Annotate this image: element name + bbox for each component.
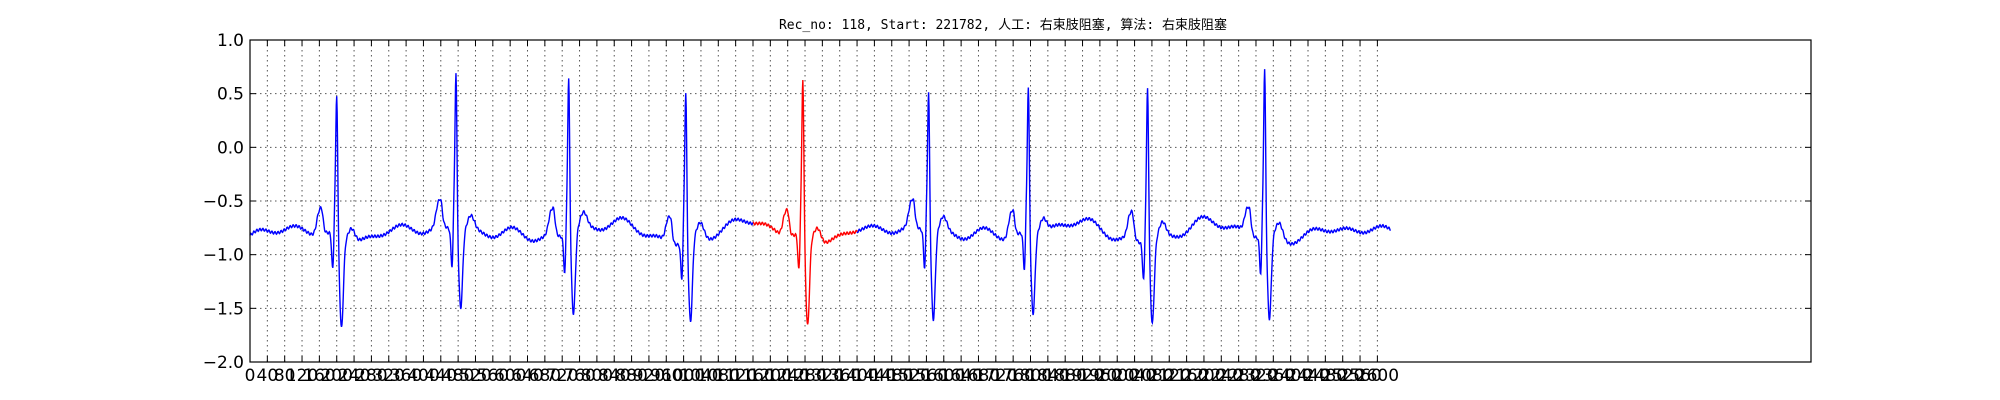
x-tick-label: 920 bbox=[633, 366, 665, 386]
x-tick-label: 1920 bbox=[1061, 366, 1104, 386]
x-tick-label: 1600 bbox=[922, 366, 965, 386]
x-tick-label: 1040 bbox=[679, 366, 722, 386]
y-axis: 1.0 0.5 0.0 −0.5 −1.0 −1.5 −2.0 bbox=[203, 31, 1811, 373]
x-tick-label: 1240 bbox=[766, 366, 809, 386]
x-tick-label: 520 bbox=[459, 366, 491, 386]
y-tick-label: 1.0 bbox=[217, 31, 244, 51]
x-tick-label: 600 bbox=[494, 366, 526, 386]
x-tick-label: 480 bbox=[442, 366, 474, 386]
x-tick-label: 2240 bbox=[1200, 366, 1243, 386]
x-tick-label: 1480 bbox=[870, 366, 913, 386]
x-tick-label: 200 bbox=[320, 366, 352, 386]
x-tick-label: 240 bbox=[338, 366, 370, 386]
x-tick-label: 2000 bbox=[1096, 366, 1139, 386]
x-tick-label: 80 bbox=[274, 366, 296, 386]
x-tick-label: 960 bbox=[650, 366, 682, 386]
x-tick-label: 1960 bbox=[1078, 366, 1121, 386]
x-tick-label: 40 bbox=[257, 366, 279, 386]
y-tick-label: −0.5 bbox=[203, 192, 244, 212]
x-tick-label: 1840 bbox=[1026, 366, 1069, 386]
x-tick-label: 2440 bbox=[1286, 366, 1329, 386]
x-tick-label: 2120 bbox=[1148, 366, 1191, 386]
x-tick-label: 560 bbox=[477, 366, 509, 386]
x-tick-label: 2280 bbox=[1217, 366, 1260, 386]
x-tick-label: 120 bbox=[286, 366, 318, 386]
x-axis: 0 408012016020024028032036040044048052056… bbox=[245, 40, 1399, 386]
x-tick-label: 0 bbox=[245, 366, 256, 386]
x-tick-label: 1720 bbox=[974, 366, 1017, 386]
x-tick-label: 2600 bbox=[1356, 366, 1399, 386]
x-tick-label: 1000 bbox=[662, 366, 705, 386]
x-tick-label: 1320 bbox=[801, 366, 844, 386]
x-tick-label: 1200 bbox=[749, 366, 792, 386]
x-tick-label: 1880 bbox=[1044, 366, 1087, 386]
x-tick-label: 1640 bbox=[939, 366, 982, 386]
series-line-highlighted bbox=[752, 80, 858, 325]
x-tick-label: 840 bbox=[598, 366, 630, 386]
series-line-normal bbox=[856, 69, 1392, 326]
x-tick-label: 1520 bbox=[887, 366, 930, 386]
x-tick-label: 720 bbox=[546, 366, 578, 386]
x-tick-label: 2560 bbox=[1338, 366, 1381, 386]
x-tick-label: 1560 bbox=[905, 366, 948, 386]
chart-title: Rec_no: 118, Start: 221782, 人工: 右束肢阻塞, 算… bbox=[779, 17, 1227, 33]
x-tick-label: 160 bbox=[303, 366, 335, 386]
x-tick-label: 2040 bbox=[1113, 366, 1156, 386]
x-tick-label: 1760 bbox=[992, 366, 1035, 386]
x-tick-label: 1120 bbox=[714, 366, 757, 386]
y-tick-label: −1.0 bbox=[203, 246, 244, 266]
x-tick-label: 800 bbox=[581, 366, 613, 386]
x-tick-label: 2080 bbox=[1130, 366, 1173, 386]
x-tick-label: 1080 bbox=[697, 366, 740, 386]
series-layer bbox=[249, 69, 1392, 327]
series-line-normal bbox=[249, 73, 754, 327]
x-tick-label: 1280 bbox=[783, 366, 826, 386]
x-tick-label: 360 bbox=[390, 366, 422, 386]
y-tick-label: 0.5 bbox=[217, 85, 244, 105]
x-tick-label: 760 bbox=[563, 366, 595, 386]
x-tick-label: 1800 bbox=[1009, 366, 1052, 386]
x-tick-label: 2360 bbox=[1252, 366, 1295, 386]
x-tick-label: 2520 bbox=[1321, 366, 1364, 386]
x-tick-label: 2480 bbox=[1304, 366, 1347, 386]
y-tick-label: 0.0 bbox=[217, 138, 244, 158]
x-tick-label: 440 bbox=[425, 366, 457, 386]
x-tick-label: 1680 bbox=[957, 366, 1000, 386]
x-tick-label: 1160 bbox=[731, 366, 774, 386]
x-tick-label: 640 bbox=[511, 366, 543, 386]
x-tick-label: 280 bbox=[355, 366, 387, 386]
grid-lines bbox=[250, 40, 1811, 362]
x-tick-label: 1400 bbox=[835, 366, 878, 386]
x-tick-label: 680 bbox=[529, 366, 561, 386]
x-tick-label: 400 bbox=[407, 366, 439, 386]
x-tick-label: 2160 bbox=[1165, 366, 1208, 386]
x-tick-label: 320 bbox=[373, 366, 405, 386]
y-tick-label: −2.0 bbox=[203, 353, 244, 373]
x-tick-label: 2200 bbox=[1182, 366, 1225, 386]
x-tick-label: 1360 bbox=[818, 366, 861, 386]
y-tick-label: −1.5 bbox=[203, 299, 244, 319]
x-tick-label: 2400 bbox=[1269, 366, 1312, 386]
x-tick-label: 880 bbox=[615, 366, 647, 386]
x-tick-label: 2320 bbox=[1234, 366, 1277, 386]
x-tick-label: 1440 bbox=[853, 366, 896, 386]
